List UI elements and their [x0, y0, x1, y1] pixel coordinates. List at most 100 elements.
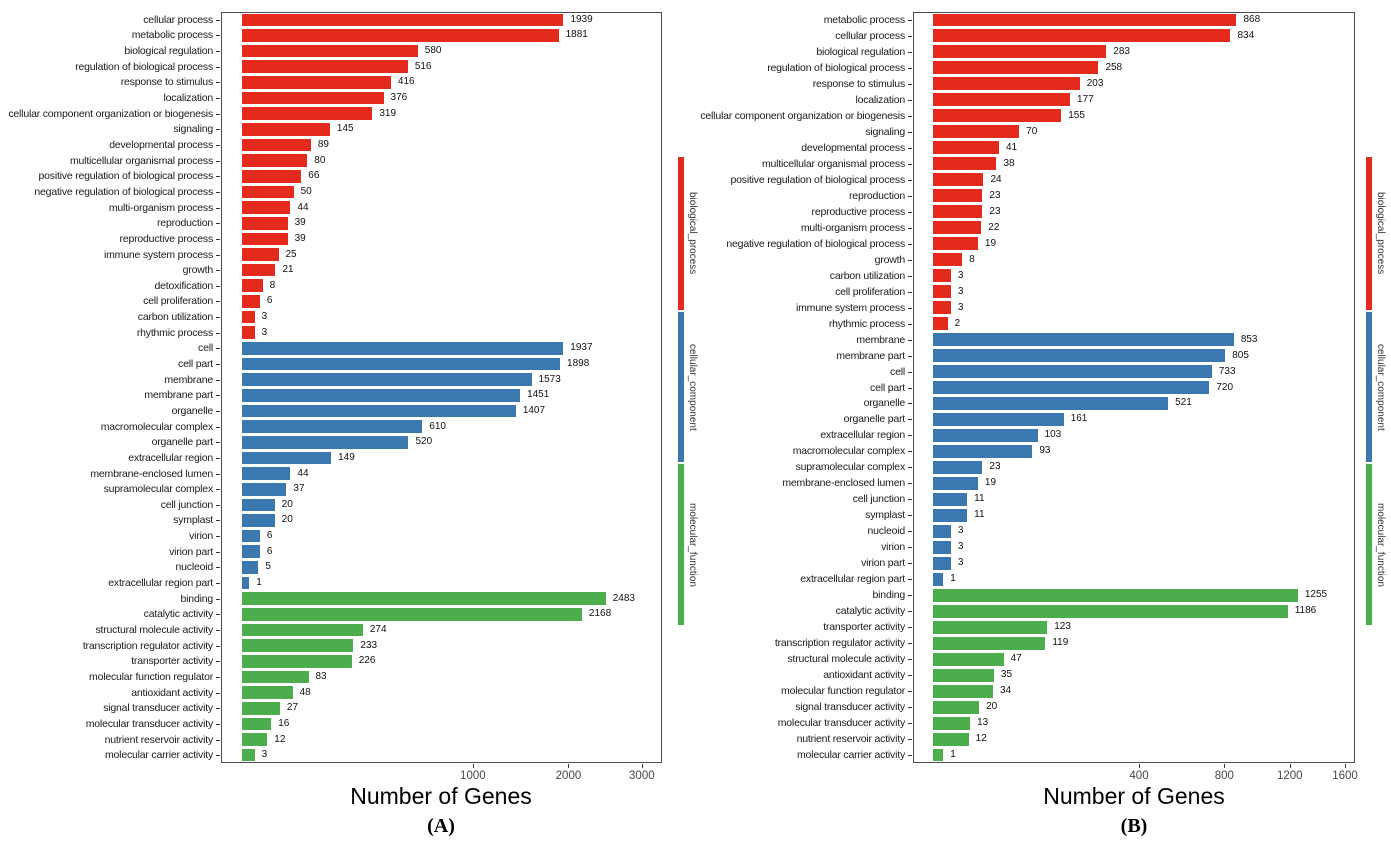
- category-label: biological regulation: [124, 45, 213, 58]
- caption-a: (A): [427, 815, 455, 837]
- category-label: structural molecule activity: [95, 624, 213, 636]
- bar-value-label: 720: [1216, 381, 1234, 393]
- facet-strip: [678, 157, 684, 310]
- bar-value-label: 38: [1003, 157, 1015, 169]
- bar-value-label: 39: [294, 232, 306, 244]
- x-tick-mark: [568, 764, 570, 768]
- bar: [242, 435, 409, 449]
- bar: [933, 45, 1107, 59]
- bar: [242, 216, 288, 230]
- category-label: response to stimulus: [812, 77, 905, 90]
- bar: [242, 342, 564, 355]
- y-tick-mark: [908, 531, 912, 532]
- category-label: growth: [874, 253, 906, 266]
- category-label: localization: [163, 92, 213, 105]
- y-tick-mark: [908, 643, 912, 644]
- facet-strip: [678, 312, 684, 462]
- y-tick-mark: [216, 176, 220, 177]
- bar: [933, 61, 1099, 75]
- category-label: carbon utilization: [137, 311, 213, 324]
- bar-value-label: 3: [261, 749, 268, 761]
- bar: [242, 310, 255, 324]
- bar-value-label: 27: [286, 702, 299, 714]
- category-label: multi-organism process: [108, 201, 213, 214]
- category-label: growth: [182, 264, 214, 277]
- category-label: multicellular organismal process: [762, 157, 905, 170]
- y-tick-mark: [216, 661, 220, 662]
- bar-value-label: 733: [1218, 365, 1236, 377]
- category-label: carbon utilization: [829, 269, 905, 282]
- category-label: developmental process: [109, 138, 213, 151]
- category-label: membrane: [856, 333, 905, 346]
- bar: [933, 13, 1237, 27]
- y-tick-mark: [216, 161, 220, 162]
- bar: [242, 154, 308, 167]
- bar: [933, 444, 1033, 458]
- category-label: immune system process: [796, 301, 905, 314]
- bar-value-label: 25: [285, 248, 297, 260]
- bar: [933, 237, 978, 251]
- y-tick-mark: [908, 419, 912, 420]
- bar: [242, 76, 391, 89]
- category-label: nucleoid: [175, 561, 213, 574]
- y-tick-mark: [216, 536, 220, 537]
- plot-panel-border: [913, 12, 1355, 763]
- category-label: organelle: [863, 397, 906, 410]
- y-tick-mark: [216, 270, 220, 271]
- bar: [242, 420, 423, 433]
- category-label: transcription regulator activity: [82, 639, 213, 652]
- y-tick-mark: [908, 595, 912, 596]
- x-axis-title-b: Number of Genes: [1043, 783, 1225, 809]
- bar-value-label: 37: [293, 483, 305, 495]
- bar-value-label: 24: [990, 173, 1002, 185]
- bar-value-label: 48: [299, 686, 311, 698]
- category-label: rhythmic process: [828, 317, 905, 330]
- bar-value-label: 1939: [570, 13, 593, 25]
- y-tick-mark: [216, 458, 220, 459]
- bar: [933, 301, 951, 315]
- bar-value-label: 1: [256, 577, 262, 589]
- x-tick-mark: [1289, 764, 1291, 768]
- bar-value-label: 853: [1240, 333, 1258, 345]
- bar: [933, 93, 1071, 107]
- category-label: organelle: [171, 404, 214, 417]
- category-label: organelle part: [151, 436, 214, 449]
- bar: [933, 748, 944, 762]
- category-label: cellular component organization or bioge…: [700, 109, 905, 122]
- y-tick-mark: [908, 579, 912, 580]
- category-label: metabolic process: [131, 29, 213, 42]
- category-label: molecular function regulator: [781, 685, 905, 698]
- bar-value-label: 6: [266, 545, 273, 557]
- bar: [242, 357, 561, 371]
- y-tick-mark: [216, 724, 220, 725]
- bar-value-label: 22: [988, 221, 1000, 233]
- category-label: extracellular region part: [108, 577, 213, 590]
- category-label: localization: [855, 93, 905, 106]
- category-label: macromolecular complex: [100, 420, 214, 433]
- y-tick-mark: [908, 196, 912, 197]
- bar-value-label: 44: [297, 467, 309, 479]
- bar: [933, 365, 1212, 378]
- y-tick-mark: [216, 35, 220, 36]
- category-label: transporter activity: [823, 621, 905, 634]
- category-label: symplast: [173, 514, 213, 527]
- category-label: negative regulation of biological proces…: [726, 237, 905, 250]
- x-tick-mark: [1345, 764, 1346, 768]
- y-tick-mark: [908, 483, 912, 484]
- x-tick-mark: [1139, 764, 1140, 768]
- bar: [242, 44, 418, 58]
- y-tick-mark: [908, 451, 912, 452]
- bar: [242, 29, 559, 42]
- bar-value-label: 70: [1026, 125, 1038, 137]
- bar-value-label: 1451: [527, 389, 550, 401]
- bar: [933, 652, 1004, 666]
- bar-value-label: 47: [1010, 653, 1022, 665]
- bar: [242, 561, 259, 574]
- y-tick-mark: [216, 630, 220, 631]
- category-label: membrane: [164, 373, 213, 386]
- y-tick-mark: [908, 611, 912, 612]
- bar: [933, 381, 1210, 394]
- bar-value-label: 834: [1237, 29, 1255, 41]
- category-label: regulation of biological process: [75, 60, 213, 73]
- bar: [933, 604, 1288, 618]
